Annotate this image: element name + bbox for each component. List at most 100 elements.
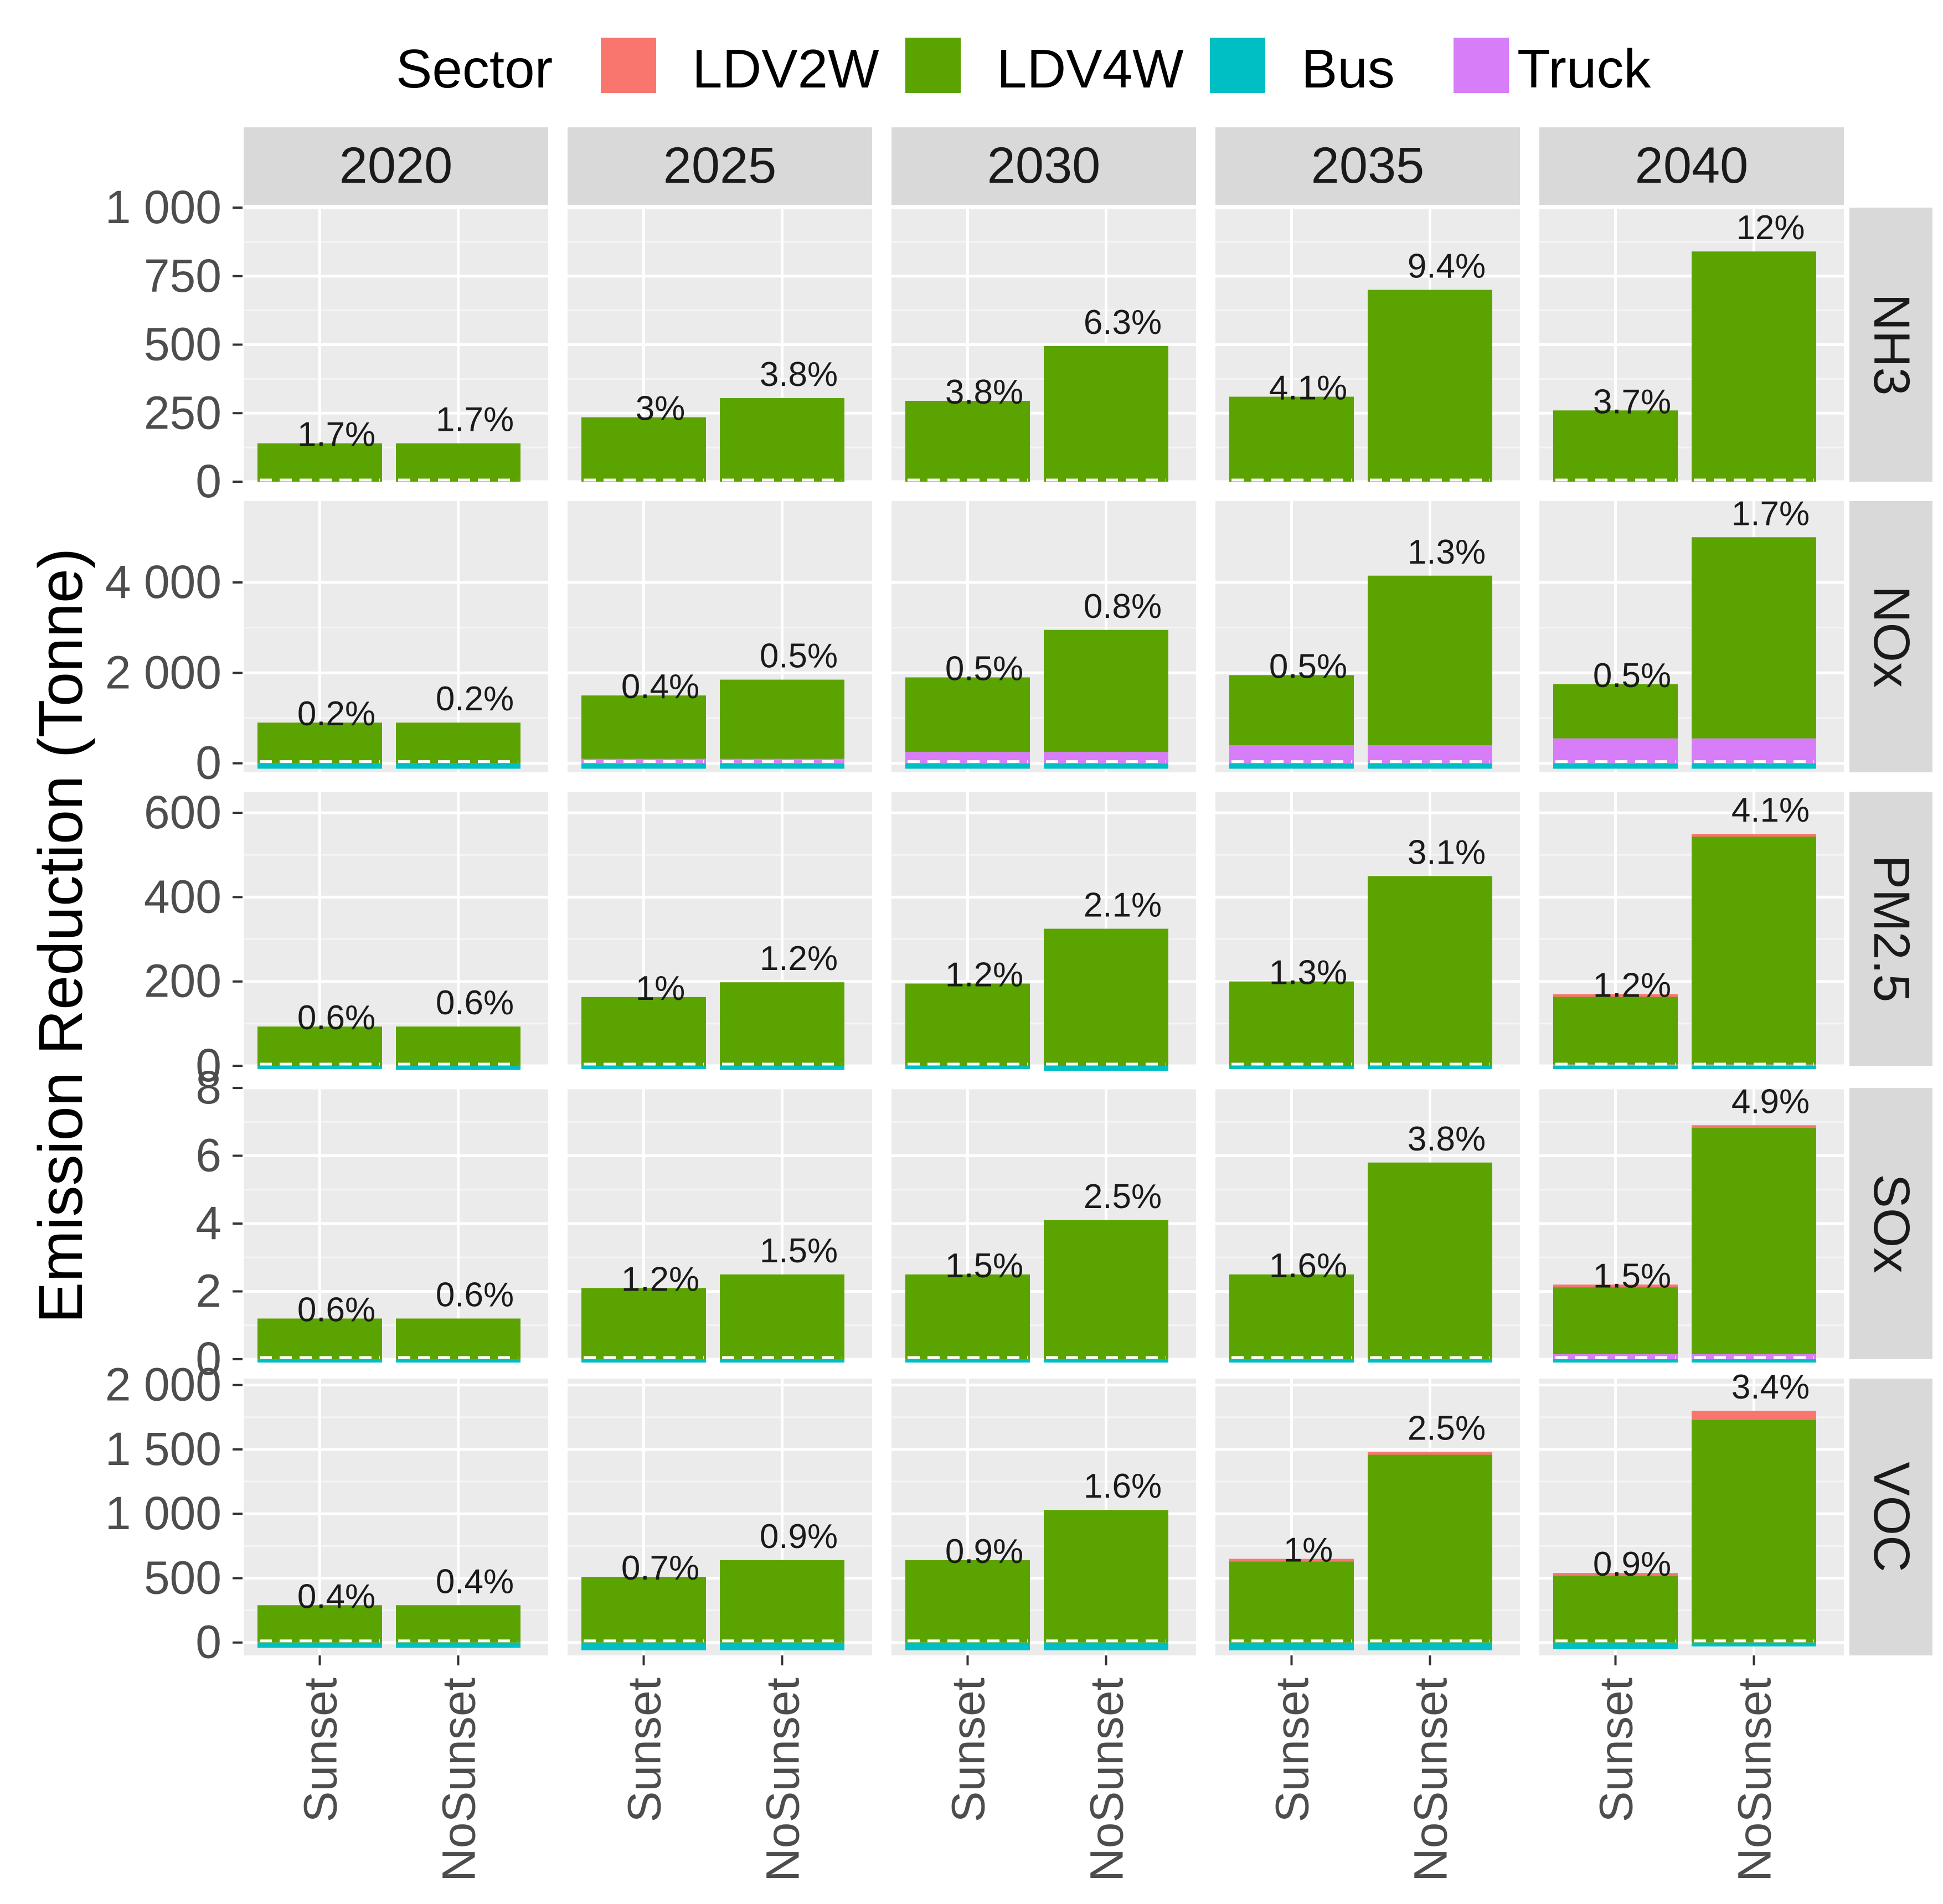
bar-label-sox-2020-nosunset: 0.6% — [436, 1276, 514, 1314]
bar-label-sox-2025-nosunset: 1.5% — [760, 1232, 838, 1270]
bar-pm25-2030-nosunset-ldv4w — [1044, 928, 1168, 1066]
bar-voc-2020-sunset-ldv4w — [257, 1605, 382, 1643]
strip-year-label-2035: 2035 — [1311, 137, 1425, 194]
bar-label-nh3-2025-nosunset: 3.8% — [760, 355, 838, 394]
bar-nh3-2020-sunset-ldv4w — [257, 443, 382, 482]
bar-sox-2035-nosunset-bus — [1368, 1359, 1492, 1363]
bar-pm25-2035-sunset-bus — [1229, 1066, 1354, 1069]
bar-label-nox-2035-sunset: 0.5% — [1269, 647, 1347, 685]
bar-label-nox-2040-sunset: 0.5% — [1593, 657, 1671, 695]
bar-label-nox-2020-sunset: 0.2% — [297, 695, 375, 733]
bar-nox-2030-nosunset-ldv4w — [1044, 629, 1168, 752]
bar-nh3-2025-sunset-ldv4w — [581, 417, 706, 482]
bar-voc-2035-sunset-ldv2w — [1229, 1559, 1354, 1562]
bar-voc-2020-nosunset-bus — [396, 1642, 520, 1648]
bar-voc-2025-sunset-bus — [581, 1642, 706, 1650]
bar-nox-2035-sunset-bus — [1229, 763, 1354, 769]
bar-nox-2020-nosunset-bus — [396, 763, 520, 769]
bar-sox-2030-nosunset-bus — [1044, 1359, 1168, 1363]
bar-pm25-2040-sunset-ldv4w — [1553, 996, 1678, 1065]
bar-pm25-2030-nosunset-bus — [1044, 1066, 1168, 1071]
y-tick-label-voc: 2 000 — [105, 1359, 221, 1411]
strip-pollutant-label-nh3: NH3 — [1863, 293, 1920, 395]
bar-sox-2020-nosunset-bus — [396, 1359, 520, 1363]
strip-year-2020 — [244, 127, 548, 205]
bar-sox-2040-sunset-ldv2w — [1553, 1284, 1678, 1288]
bar-nox-2040-nosunset-ldv4w — [1692, 537, 1816, 739]
bar-nox-2020-sunset-ldv4w — [257, 723, 382, 763]
strip-pollutant-nh3 — [1849, 208, 1932, 482]
bar-pm25-2040-nosunset-ldv2w — [1692, 834, 1816, 837]
bar-label-pm25-2030-sunset: 1.2% — [945, 956, 1023, 994]
y-tick-label-pm25: 600 — [144, 786, 221, 838]
bar-sox-2035-sunset-bus — [1229, 1359, 1354, 1363]
bar-voc-2030-sunset-ldv4w — [905, 1560, 1030, 1643]
y-tick-label-pm25: 200 — [144, 955, 221, 1007]
y-tick-label-voc: 0 — [195, 1616, 221, 1668]
bar-voc-2040-sunset-ldv4w — [1553, 1575, 1678, 1643]
x-tick-label-2020-nosunset: NoSunset — [433, 1678, 485, 1882]
bar-label-voc-2040-sunset: 0.9% — [1593, 1545, 1671, 1583]
bar-sox-2025-sunset-ldv4w — [581, 1288, 706, 1359]
bar-voc-2040-sunset-ldv2w — [1553, 1573, 1678, 1576]
strip-pollutant-label-sox: SOx — [1863, 1174, 1920, 1273]
bar-sox-2030-sunset-bus — [905, 1359, 1030, 1363]
legend-swatch-bus — [1210, 38, 1265, 93]
x-tick-label-2040-sunset: Sunset — [1590, 1678, 1642, 1823]
bar-voc-2030-nosunset-ldv4w — [1044, 1510, 1168, 1643]
y-tick-label-nh3: 750 — [144, 250, 221, 302]
bar-nox-2025-nosunset-ldv4w — [720, 679, 844, 759]
x-tick-label-2020-sunset: Sunset — [295, 1678, 347, 1823]
bar-voc-2035-nosunset-bus — [1368, 1642, 1492, 1650]
bar-sox-2035-nosunset-ldv4w — [1368, 1162, 1492, 1359]
bar-nox-2020-nosunset-ldv4w — [396, 723, 520, 763]
x-tick-label-2035-nosunset: NoSunset — [1405, 1678, 1457, 1882]
bar-label-nh3-2030-sunset: 3.8% — [945, 373, 1023, 411]
bar-sox-2035-sunset-ldv4w — [1229, 1274, 1354, 1359]
y-tick-label-nh3: 500 — [144, 318, 221, 370]
bar-voc-2035-sunset-bus — [1229, 1642, 1354, 1650]
strip-pollutant-label-pm25: PM2.5 — [1863, 855, 1920, 1003]
bar-label-nh3-2020-nosunset: 1.7% — [436, 401, 514, 439]
strip-pollutant-voc — [1849, 1379, 1932, 1655]
bar-voc-2040-sunset-bus — [1553, 1642, 1678, 1649]
bar-nox-2030-sunset-bus — [905, 763, 1030, 769]
bar-label-pm25-2020-sunset: 0.6% — [297, 999, 375, 1037]
bar-voc-2020-sunset-bus — [257, 1642, 382, 1648]
legend-label-ldv2w: LDV2W — [692, 38, 879, 99]
y-tick-label-nox: 4 000 — [105, 556, 221, 608]
bar-label-pm25-2025-sunset: 1% — [636, 969, 686, 1008]
bar-pm25-2025-sunset-ldv4w — [581, 997, 706, 1066]
bar-sox-2040-sunset-bus — [1553, 1359, 1678, 1363]
bar-label-nox-2030-sunset: 0.5% — [945, 650, 1023, 688]
bar-sox-2025-nosunset-bus — [720, 1359, 844, 1363]
bar-label-pm25-2040-sunset: 1.2% — [1593, 967, 1671, 1005]
bar-nox-2020-sunset-bus — [257, 763, 382, 769]
bar-label-nh3-2020-sunset: 1.7% — [297, 416, 375, 454]
y-axis-title: Emission Reduction (Tonne) — [26, 548, 95, 1324]
bar-nox-2040-sunset-ldv4w — [1553, 684, 1678, 739]
bar-sox-2040-nosunset-ldv2w — [1692, 1125, 1816, 1128]
bar-pm25-2020-nosunset-bus — [396, 1066, 520, 1070]
bar-sox-2040-sunset-ldv4w — [1553, 1286, 1678, 1354]
bar-nox-2025-sunset-bus — [581, 763, 706, 769]
bar-voc-2035-nosunset-ldv4w — [1368, 1454, 1492, 1643]
strip-year-label-2025: 2025 — [663, 137, 777, 194]
bar-pm25-2030-sunset-bus — [905, 1066, 1030, 1069]
y-tick-label-nh3: 1 000 — [105, 181, 221, 233]
bar-label-nh3-2035-sunset: 4.1% — [1269, 369, 1347, 407]
x-tick-label-2035-sunset: Sunset — [1266, 1678, 1318, 1823]
x-tick-label-2025-sunset: Sunset — [619, 1678, 671, 1823]
legend-label-bus: Bus — [1301, 38, 1395, 99]
x-tick-label-2030-nosunset: NoSunset — [1081, 1678, 1133, 1882]
strip-year-label-2020: 2020 — [339, 137, 453, 194]
bar-nox-2040-sunset-truck — [1553, 738, 1678, 763]
bar-sox-2030-nosunset-ldv4w — [1044, 1220, 1168, 1359]
bar-nox-2030-sunset-ldv4w — [905, 677, 1030, 752]
bar-label-pm25-2040-nosunset: 4.1% — [1731, 791, 1810, 829]
bar-voc-2040-nosunset-ldv2w — [1692, 1411, 1816, 1420]
bar-sox-2020-sunset-bus — [257, 1359, 382, 1363]
bar-nox-2040-nosunset-bus — [1692, 763, 1816, 769]
bar-pm25-2040-nosunset-ldv4w — [1692, 835, 1816, 1065]
bar-nox-2040-sunset-bus — [1553, 763, 1678, 769]
